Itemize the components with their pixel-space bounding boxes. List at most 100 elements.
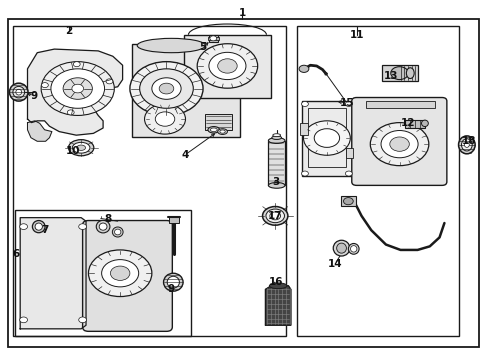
Text: 4: 4 <box>181 150 188 160</box>
Text: 13: 13 <box>383 71 397 81</box>
Circle shape <box>144 104 185 134</box>
Text: 11: 11 <box>349 30 363 40</box>
Bar <box>405 120 424 128</box>
Polygon shape <box>27 49 122 135</box>
Circle shape <box>159 83 173 94</box>
Circle shape <box>197 44 257 88</box>
Circle shape <box>389 137 408 151</box>
Bar <box>296 26 458 336</box>
Polygon shape <box>265 286 290 325</box>
Circle shape <box>102 260 139 287</box>
Text: 14: 14 <box>327 259 341 269</box>
Ellipse shape <box>269 283 286 289</box>
Ellipse shape <box>421 120 427 127</box>
Circle shape <box>79 317 86 323</box>
Bar <box>208 35 217 42</box>
Ellipse shape <box>268 138 285 143</box>
FancyBboxPatch shape <box>351 98 446 185</box>
Bar <box>132 44 239 137</box>
Ellipse shape <box>268 183 285 188</box>
Bar <box>302 101 351 176</box>
Circle shape <box>79 224 86 229</box>
Circle shape <box>303 121 349 155</box>
Text: 15: 15 <box>339 98 353 108</box>
Ellipse shape <box>220 130 225 133</box>
Ellipse shape <box>96 220 110 233</box>
Circle shape <box>20 224 27 229</box>
Bar <box>205 114 232 130</box>
Text: 6: 6 <box>13 248 20 258</box>
Bar <box>13 26 285 336</box>
Text: 1: 1 <box>238 8 245 18</box>
Ellipse shape <box>72 142 90 153</box>
Ellipse shape <box>464 142 468 147</box>
Circle shape <box>106 79 113 84</box>
Circle shape <box>41 82 48 87</box>
Text: 2: 2 <box>65 26 72 36</box>
Text: 7: 7 <box>41 225 48 235</box>
Circle shape <box>299 65 308 72</box>
Ellipse shape <box>32 221 45 233</box>
Circle shape <box>301 171 308 176</box>
Text: 10: 10 <box>65 146 80 156</box>
FancyBboxPatch shape <box>82 221 172 331</box>
Ellipse shape <box>114 229 121 235</box>
Bar <box>340 196 355 206</box>
Circle shape <box>217 59 237 73</box>
Circle shape <box>155 112 174 126</box>
Circle shape <box>152 78 181 99</box>
Ellipse shape <box>262 207 287 225</box>
Text: 3: 3 <box>272 177 279 187</box>
Ellipse shape <box>347 243 358 254</box>
Text: 18: 18 <box>461 136 475 145</box>
Text: 16: 16 <box>268 277 283 287</box>
Circle shape <box>345 171 351 176</box>
Bar <box>345 148 352 158</box>
Bar <box>381 65 417 81</box>
Ellipse shape <box>332 240 349 256</box>
Ellipse shape <box>16 89 21 95</box>
Text: 17: 17 <box>267 211 282 221</box>
Circle shape <box>73 62 80 67</box>
Ellipse shape <box>35 223 42 230</box>
Polygon shape <box>27 121 52 141</box>
Ellipse shape <box>163 273 183 291</box>
Ellipse shape <box>336 243 346 253</box>
Text: 5: 5 <box>199 42 206 52</box>
Circle shape <box>343 198 352 205</box>
Circle shape <box>345 102 351 107</box>
Ellipse shape <box>271 136 281 139</box>
Circle shape <box>88 250 152 297</box>
Circle shape <box>380 131 417 158</box>
Circle shape <box>63 78 92 99</box>
Ellipse shape <box>406 68 413 78</box>
Ellipse shape <box>265 209 284 223</box>
Circle shape <box>209 36 216 41</box>
Circle shape <box>67 110 74 115</box>
Ellipse shape <box>9 83 28 101</box>
Bar <box>300 123 307 135</box>
Circle shape <box>140 69 193 108</box>
Bar <box>207 37 218 40</box>
Ellipse shape <box>217 129 227 134</box>
Polygon shape <box>20 218 86 329</box>
Circle shape <box>208 52 245 80</box>
Ellipse shape <box>269 212 280 220</box>
Bar <box>366 101 434 108</box>
Ellipse shape <box>210 128 217 132</box>
Ellipse shape <box>167 276 179 288</box>
Circle shape <box>314 129 339 147</box>
Circle shape <box>130 62 203 116</box>
Circle shape <box>390 67 407 80</box>
Ellipse shape <box>68 140 94 156</box>
Bar <box>168 217 178 223</box>
Ellipse shape <box>207 127 219 133</box>
Ellipse shape <box>137 39 205 53</box>
Text: 12: 12 <box>400 118 414 128</box>
Bar <box>307 108 345 167</box>
Circle shape <box>110 266 130 280</box>
Ellipse shape <box>77 145 85 150</box>
Bar <box>183 35 271 98</box>
Bar <box>15 211 190 336</box>
Ellipse shape <box>13 86 24 98</box>
